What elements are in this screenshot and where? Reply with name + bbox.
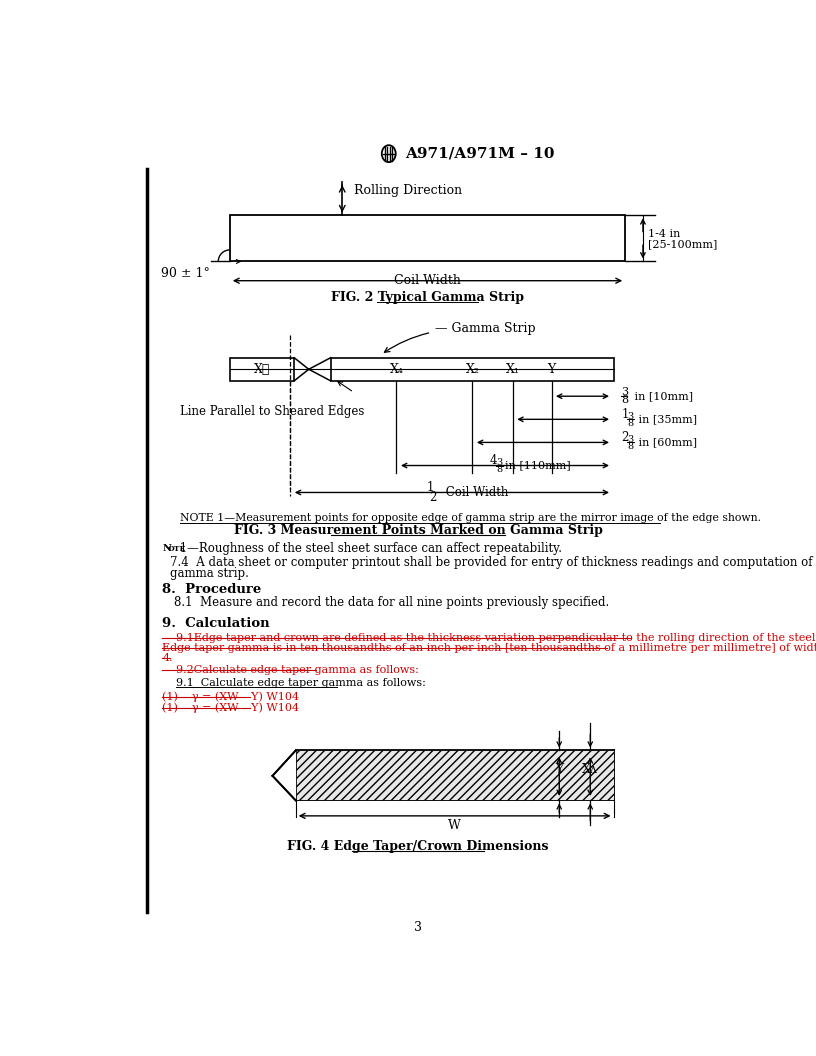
Text: 3: 3 <box>415 921 422 934</box>
Text: in [60mm]: in [60mm] <box>635 437 698 448</box>
Text: 8.  Procedure: 8. Procedure <box>162 583 262 596</box>
Text: 1-4 in: 1-4 in <box>649 229 681 239</box>
Text: 4.: 4. <box>162 653 173 663</box>
Text: XⰀ: XⰀ <box>255 363 271 376</box>
Text: 8.1  Measure and record the data for all nine points previously specified.: 8.1 Measure and record the data for all … <box>174 596 610 609</box>
Text: in [10mm]: in [10mm] <box>631 391 693 401</box>
Text: 2: 2 <box>429 491 437 504</box>
Text: Y: Y <box>548 363 556 376</box>
Text: W: W <box>448 818 461 832</box>
Text: Xᴧ: Xᴧ <box>583 762 598 776</box>
Text: X₁: X₁ <box>506 363 520 376</box>
Text: [25-100mm]: [25-100mm] <box>649 240 718 249</box>
Text: Coil Width: Coil Width <box>394 275 461 287</box>
Text: 8: 8 <box>496 465 503 474</box>
Text: Y: Y <box>555 762 563 776</box>
Text: 8: 8 <box>621 395 628 406</box>
Text: A971/A971M – 10: A971/A971M – 10 <box>405 147 555 161</box>
Text: 7.4  A data sheet or computer printout shall be provided for entry of thickness : 7.4 A data sheet or computer printout sh… <box>171 557 816 569</box>
Text: Rolling Direction: Rolling Direction <box>354 184 462 197</box>
Text: 3: 3 <box>628 412 634 420</box>
Text: 9.1Edge taper and crown are defined as the thickness variation perpendicular to : 9.1Edge taper and crown are defined as t… <box>162 633 816 643</box>
Text: N: N <box>162 544 171 553</box>
Text: 1: 1 <box>621 409 628 421</box>
Text: FIG. 2 Typical Gamma Strip: FIG. 2 Typical Gamma Strip <box>331 291 524 304</box>
Polygon shape <box>295 751 614 800</box>
Text: 9.  Calculation: 9. Calculation <box>162 617 270 629</box>
Text: 9.2Calculate edge taper gamma as follows:: 9.2Calculate edge taper gamma as follows… <box>162 665 419 676</box>
Text: 4: 4 <box>490 454 497 468</box>
Bar <box>230 215 625 262</box>
Text: NOTE 1—Measurement points for opposite edge of gamma strip are the mirror image : NOTE 1—Measurement points for opposite e… <box>180 513 761 523</box>
Text: (1)    γ = (XW – Y) W104: (1) γ = (XW – Y) W104 <box>162 692 299 702</box>
Text: X₄: X₄ <box>389 363 403 376</box>
Text: 8: 8 <box>628 441 633 451</box>
Text: gamma strip.: gamma strip. <box>171 567 249 580</box>
Text: 9.1  Calculate edge taper gamma as follows:: 9.1 Calculate edge taper gamma as follow… <box>162 678 426 687</box>
Text: 90 ± 1°: 90 ± 1° <box>161 266 210 280</box>
Text: Line Parallel to Sheared Edges: Line Parallel to Sheared Edges <box>180 406 364 418</box>
Bar <box>330 358 614 381</box>
Text: 3: 3 <box>628 435 634 444</box>
Text: 8: 8 <box>628 418 633 428</box>
Text: in [110mm]: in [110mm] <box>505 460 570 471</box>
Text: OTE: OTE <box>168 545 186 552</box>
Text: X₂: X₂ <box>465 363 479 376</box>
Bar <box>230 358 295 381</box>
Text: FIG. 4 Edge Taper/Crown Dimensions: FIG. 4 Edge Taper/Crown Dimensions <box>287 841 549 853</box>
Text: 3: 3 <box>621 388 628 397</box>
Text: in [35mm]: in [35mm] <box>635 414 698 425</box>
Text: 1—Roughness of the steel sheet surface can affect repeatability.: 1—Roughness of the steel sheet surface c… <box>176 542 562 555</box>
Text: 1: 1 <box>426 482 433 494</box>
Text: 2: 2 <box>621 431 628 445</box>
Text: Coil Width: Coil Width <box>442 486 508 499</box>
Text: — Gamma Strip: — Gamma Strip <box>435 322 536 335</box>
Text: 3: 3 <box>496 458 503 467</box>
Text: FIG. 3 Measurement Points Marked on Gamma Strip: FIG. 3 Measurement Points Marked on Gamm… <box>233 524 603 536</box>
Text: Edge taper gamma is in ten thousandths of an inch per inch [ten thousandths of a: Edge taper gamma is in ten thousandths o… <box>162 643 816 653</box>
Text: (1)    γ = (XW – Y) W104: (1) γ = (XW – Y) W104 <box>162 703 299 714</box>
